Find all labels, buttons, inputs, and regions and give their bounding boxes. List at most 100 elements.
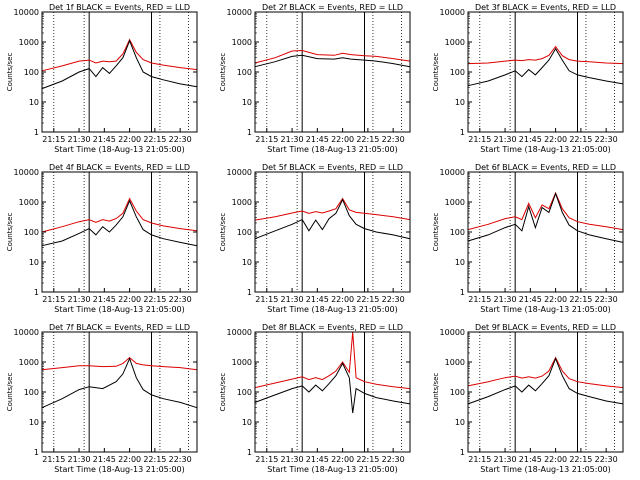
x-tick-label: 22:15	[356, 455, 379, 464]
x-tick-label: 21:30	[281, 135, 304, 144]
x-tick-label: 21:15	[255, 455, 278, 464]
x-tick-label: 22:00	[544, 455, 567, 464]
x-axis-label: Start Time (18-Aug-13 21:05:00)	[267, 465, 398, 474]
y-tick-label: 1	[34, 128, 39, 137]
x-tick-label: 22:15	[569, 455, 592, 464]
panel-5: 1 10 100 1000 10000 21:15 21:30 21:45 22:00 22:15…	[219, 163, 411, 314]
y-tick-label: 10	[29, 418, 39, 427]
x-tick-label: 21:15	[42, 455, 65, 464]
panel-3: 1 10 100 1000 10000 21:15 21:30 21:45 22:00 22:15…	[432, 3, 624, 154]
x-axis-label: Start Time (18-Aug-13 21:05:00)	[267, 305, 398, 314]
x-tick-label: 21:30	[281, 455, 304, 464]
series-line-lld	[254, 331, 411, 390]
x-tick-label: 21:15	[468, 295, 491, 304]
x-tick-label: 21:30	[494, 295, 517, 304]
x-tick-label: 21:30	[68, 135, 91, 144]
y-tick-label: 100	[237, 68, 252, 77]
x-tick-label: 22:00	[118, 295, 141, 304]
panel-9: 1 10 100 1000 10000 21:15 21:30 21:45 22:00 22:15…	[432, 323, 624, 474]
y-axis-label: Counts/sec	[432, 213, 440, 252]
series-line-events	[254, 362, 411, 414]
y-tick-label: 10	[455, 98, 465, 107]
x-axis-label: Start Time (18-Aug-13 21:05:00)	[54, 465, 185, 474]
panel-6: 1 10 100 1000 10000 21:15 21:30 21:45 22:00 22:15…	[432, 163, 624, 314]
x-tick-label: 22:00	[331, 295, 354, 304]
panel-1: 1 10 100 1000 10000 21:15 21:30 21:45 22:00 22:15…	[6, 3, 198, 154]
x-tick-label: 22:30	[169, 455, 192, 464]
series-line-events	[467, 357, 624, 405]
x-tick-label: 22:30	[595, 455, 618, 464]
series-line-lld	[254, 49, 411, 64]
y-tick-label: 10	[242, 258, 252, 267]
y-tick-label: 10000	[14, 168, 39, 177]
panel-title: Det 2f BLACK = Events, RED = LLD	[262, 3, 403, 12]
x-tick-label: 21:30	[281, 295, 304, 304]
y-tick-label: 1	[460, 448, 465, 457]
panel-title: Det 5f BLACK = Events, RED = LLD	[262, 163, 403, 172]
y-tick-label: 1000	[445, 198, 465, 207]
y-tick-label: 10000	[14, 8, 39, 17]
y-tick-label: 10000	[440, 168, 465, 177]
series-line-events	[41, 39, 198, 90]
y-tick-label: 10000	[440, 328, 465, 337]
x-tick-label: 22:00	[331, 455, 354, 464]
y-tick-label: 1000	[232, 198, 252, 207]
y-tick-label: 100	[24, 68, 39, 77]
x-tick-label: 21:45	[306, 455, 329, 464]
y-tick-label: 10000	[227, 328, 252, 337]
panel-8: 1 10 100 1000 10000 21:15 21:30 21:45 22:00 22:15…	[219, 323, 411, 474]
y-tick-label: 1	[460, 128, 465, 137]
series-line-lld	[41, 38, 198, 72]
x-axis-label: Start Time (18-Aug-13 21:05:00)	[480, 305, 611, 314]
x-tick-label: 22:30	[595, 295, 618, 304]
y-tick-label: 1	[34, 448, 39, 457]
y-tick-label: 1	[247, 448, 252, 457]
series-line-events	[254, 54, 411, 68]
y-tick-label: 10	[29, 258, 39, 267]
y-axis-label: Counts/sec	[219, 53, 227, 92]
y-tick-label: 100	[24, 228, 39, 237]
panel-7: 1 10 100 1000 10000 21:15 21:30 21:45 22:00 22:15…	[6, 323, 198, 474]
x-tick-label: 22:00	[118, 135, 141, 144]
y-tick-label: 1	[247, 288, 252, 297]
y-tick-label: 100	[450, 388, 465, 397]
x-tick-label: 21:15	[468, 135, 491, 144]
y-tick-label: 10	[242, 418, 252, 427]
x-tick-label: 22:30	[382, 455, 405, 464]
y-axis-label: Counts/sec	[432, 373, 440, 412]
x-tick-label: 21:15	[42, 295, 65, 304]
y-axis-label: Counts/sec	[6, 53, 14, 92]
panel-title: Det 4f BLACK = Events, RED = LLD	[49, 163, 190, 172]
series-line-lld	[467, 45, 624, 65]
panel-title: Det 7f BLACK = Events, RED = LLD	[49, 323, 190, 332]
x-axis-label: Start Time (18-Aug-13 21:05:00)	[480, 465, 611, 474]
x-tick-label: 22:15	[143, 135, 166, 144]
x-tick-label: 22:15	[356, 295, 379, 304]
y-tick-label: 100	[24, 388, 39, 397]
x-tick-label: 22:30	[169, 295, 192, 304]
series-line-lld	[467, 191, 624, 231]
y-axis-label: Counts/sec	[6, 213, 14, 252]
x-tick-label: 21:30	[494, 455, 517, 464]
x-tick-label: 21:45	[306, 295, 329, 304]
series-line-events	[41, 357, 198, 409]
panel-title: Det 8f BLACK = Events, RED = LLD	[262, 323, 403, 332]
x-tick-label: 21:30	[68, 295, 91, 304]
y-tick-label: 1000	[19, 358, 39, 367]
y-tick-label: 1000	[19, 38, 39, 47]
y-tick-label: 1000	[232, 38, 252, 47]
panel-title: Det 3f BLACK = Events, RED = LLD	[475, 3, 616, 12]
y-tick-label: 100	[237, 388, 252, 397]
x-tick-label: 22:00	[118, 455, 141, 464]
x-tick-label: 22:00	[544, 135, 567, 144]
y-axis-label: Counts/sec	[6, 373, 14, 412]
y-tick-label: 10	[242, 98, 252, 107]
y-tick-label: 10	[455, 418, 465, 427]
series-line-lld	[41, 356, 198, 371]
x-tick-label: 21:30	[68, 455, 91, 464]
y-tick-label: 100	[450, 68, 465, 77]
x-tick-label: 22:30	[382, 295, 405, 304]
y-tick-label: 10000	[440, 8, 465, 17]
